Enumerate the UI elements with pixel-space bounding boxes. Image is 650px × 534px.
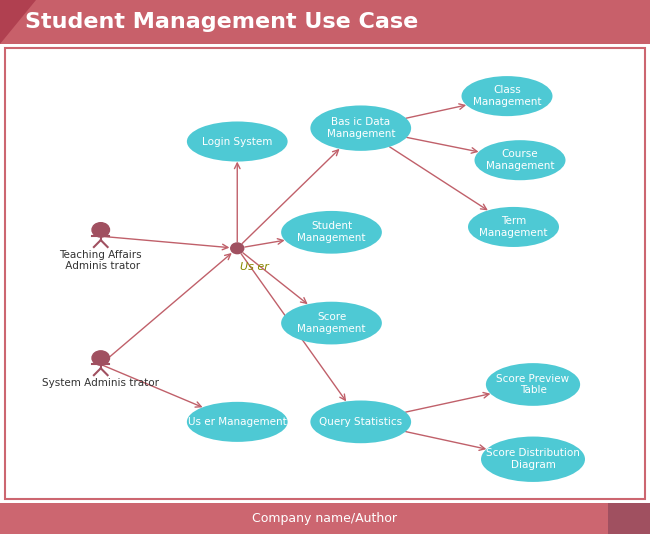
- Ellipse shape: [462, 76, 552, 116]
- Circle shape: [231, 243, 244, 254]
- Text: Student
Management: Student Management: [297, 222, 366, 243]
- Text: Login System: Login System: [202, 137, 272, 146]
- Bar: [5, 48, 645, 499]
- Text: Bas ic Data
Management: Bas ic Data Management: [326, 117, 395, 139]
- Ellipse shape: [468, 207, 559, 247]
- Text: Class
Management: Class Management: [473, 85, 541, 107]
- Ellipse shape: [311, 400, 411, 443]
- Ellipse shape: [281, 302, 382, 344]
- Text: Score Distribution
Diagram: Score Distribution Diagram: [486, 449, 580, 470]
- Text: Teaching Affairs
 Adminis trator: Teaching Affairs Adminis trator: [59, 249, 142, 271]
- Ellipse shape: [281, 211, 382, 254]
- Text: Term
Management: Term Management: [479, 216, 548, 238]
- Bar: [608, 503, 650, 534]
- Text: System Adminis trator: System Adminis trator: [42, 378, 159, 388]
- Ellipse shape: [187, 402, 287, 442]
- Circle shape: [92, 351, 109, 365]
- Bar: [0, 0, 650, 44]
- Ellipse shape: [474, 140, 566, 180]
- Ellipse shape: [311, 105, 411, 151]
- Text: Score
Management: Score Management: [297, 312, 366, 334]
- Ellipse shape: [481, 437, 585, 482]
- Ellipse shape: [486, 363, 580, 406]
- Circle shape: [92, 223, 109, 237]
- Text: Us er: Us er: [240, 262, 269, 272]
- Polygon shape: [0, 0, 36, 44]
- Text: Query Statistics: Query Statistics: [319, 417, 402, 427]
- Text: Score Preview
Table: Score Preview Table: [497, 374, 569, 395]
- Text: Us er Management: Us er Management: [188, 417, 287, 427]
- Ellipse shape: [187, 122, 287, 161]
- Bar: [0, 503, 650, 534]
- Text: Course
Management: Course Management: [486, 150, 554, 171]
- Text: Student Management Use Case: Student Management Use Case: [25, 12, 418, 32]
- Text: Company name/Author: Company name/Author: [252, 512, 398, 525]
